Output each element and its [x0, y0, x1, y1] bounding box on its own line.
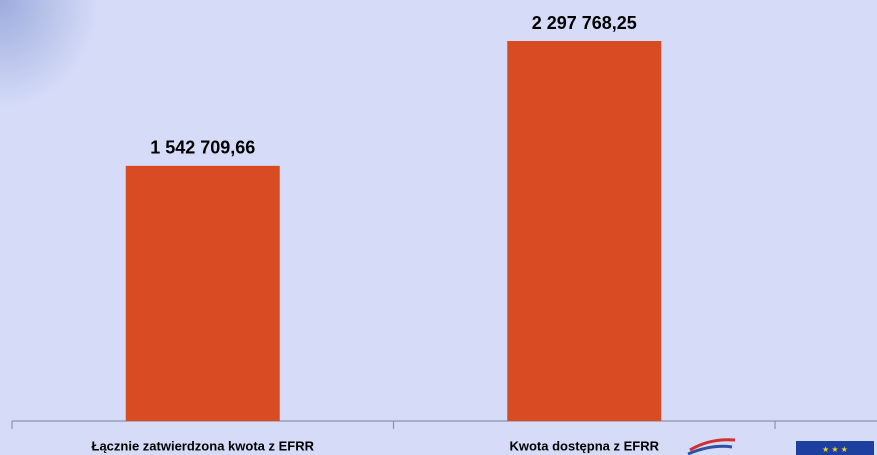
bar	[507, 41, 662, 421]
value-label: 2 297 768,25	[532, 13, 637, 33]
logo-left	[687, 438, 736, 455]
bar	[125, 165, 280, 421]
svg-text:★ ★ ★: ★ ★ ★	[822, 445, 848, 454]
value-label: 1 542 709,66	[150, 138, 255, 158]
x-tick-label: Kwota dostępna z EFRR	[509, 438, 659, 453]
x-tick-label: Łącznie zatwierdzona kwota z EFRR	[92, 438, 315, 453]
eu-logo: ★ ★ ★	[796, 441, 874, 455]
